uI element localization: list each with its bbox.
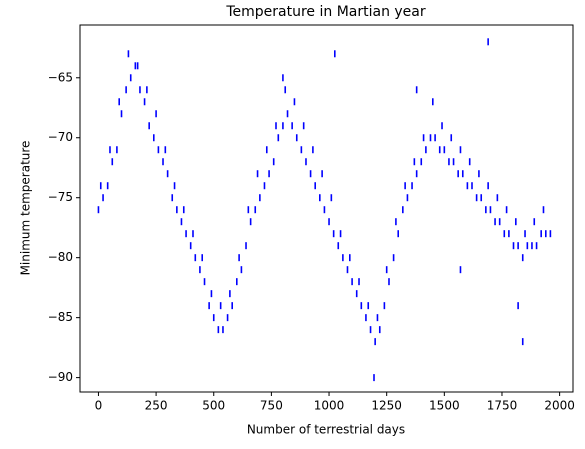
y-tick-label: −80 — [48, 250, 73, 264]
y-tick-label: −90 — [48, 370, 73, 384]
x-tick-label: 1500 — [429, 399, 460, 413]
x-tick-label: 1000 — [314, 399, 345, 413]
chart-title: Temperature in Martian year — [225, 4, 426, 20]
x-tick-label: 250 — [145, 399, 168, 413]
x-tick-label: 0 — [95, 399, 103, 413]
x-tick-label: 750 — [260, 399, 283, 413]
y-tick-label: −70 — [48, 130, 73, 144]
x-tick-label: 1250 — [371, 399, 402, 413]
plot-frame — [79, 24, 574, 393]
x-tick-label: 500 — [202, 399, 225, 413]
y-tick-label: −75 — [48, 190, 73, 204]
y-axis-label: Minimum temperature — [19, 141, 33, 276]
x-tick-label: 2000 — [544, 399, 575, 413]
y-tick-label: −65 — [48, 70, 73, 84]
x-tick-label: 1750 — [487, 399, 518, 413]
y-tick-label: −85 — [48, 310, 73, 324]
x-axis-label: Number of terrestrial days — [247, 423, 405, 437]
